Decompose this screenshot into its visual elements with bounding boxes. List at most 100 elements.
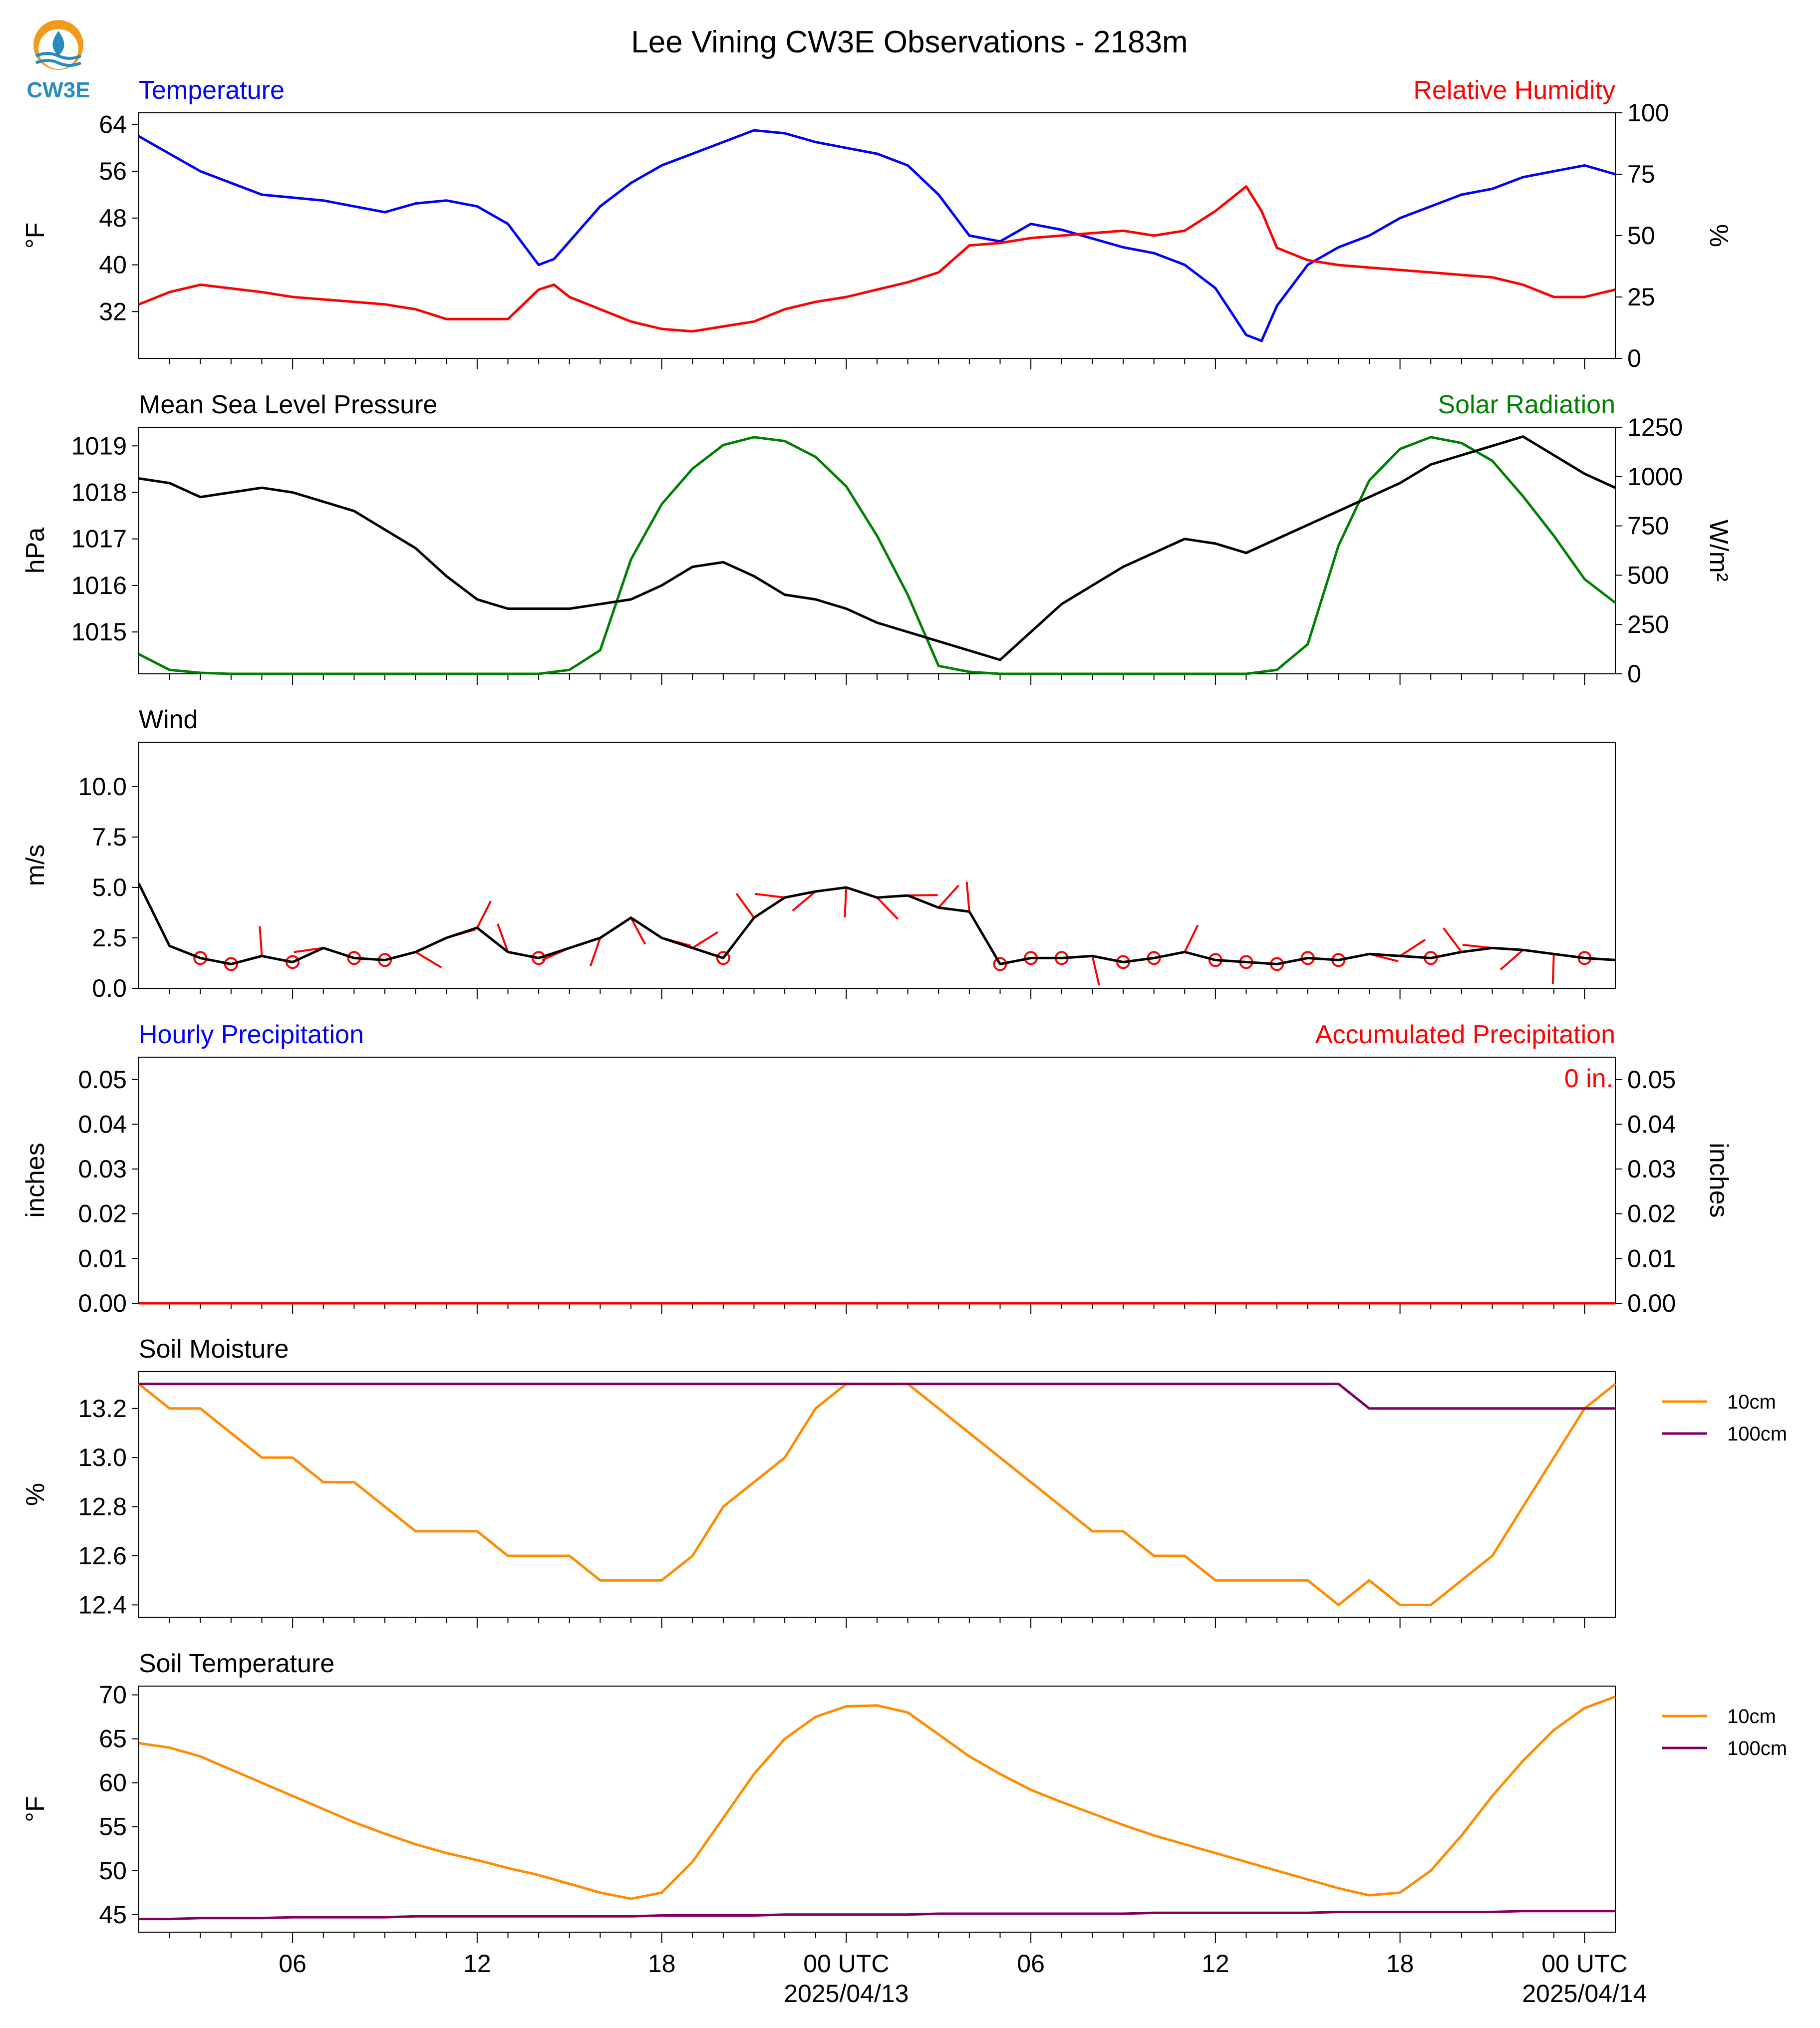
wind-barb — [415, 951, 442, 968]
y-tick-label: 12.6 — [78, 1542, 127, 1570]
y-right-tick-label: 0.03 — [1627, 1155, 1676, 1183]
y-right-tick-label: 100 — [1627, 99, 1669, 127]
y-tick-label: 1018 — [71, 478, 127, 506]
pressure-line — [138, 435, 1616, 661]
soil-100cm-line — [139, 1383, 1615, 1410]
plot-frame — [138, 1686, 1616, 1933]
y-axis-label: °F — [21, 1796, 50, 1822]
y-tick-label: 65 — [99, 1725, 127, 1753]
panel-title-right: Accumulated Precipitation — [1315, 1020, 1615, 1049]
wind-barb — [876, 896, 899, 920]
y-right-tick-label: 0.04 — [1627, 1110, 1676, 1138]
y-tick-label: 56 — [99, 157, 127, 185]
panel-4: 0.05 0.04 0.03 0.02 0.01 0.00 0.05 0.04 0.03 0.02… — [21, 1020, 1733, 1317]
x-tick-label: 18 — [1386, 1950, 1414, 1978]
y-right-tick-label: 50 — [1627, 222, 1655, 250]
y-tick-label: 10.0 — [78, 773, 127, 801]
panel-title-left: Soil Moisture — [139, 1335, 289, 1364]
y-axis-label: inches — [21, 1143, 50, 1217]
y-tick-label: 1019 — [71, 432, 127, 460]
wind-barb — [735, 892, 755, 918]
y-tick-label: 32 — [99, 297, 127, 325]
wind-barb — [692, 931, 719, 949]
y-right-tick-label: 25 — [1627, 283, 1655, 311]
y-tick-label: 2.5 — [92, 924, 127, 952]
wind-barb — [1091, 955, 1100, 986]
wind-barb — [844, 887, 848, 917]
legend-label-10cm: 10cm — [1727, 1706, 1776, 1728]
wind-barb — [1184, 924, 1199, 953]
wind-barb — [755, 892, 785, 899]
wind-barb — [1443, 927, 1463, 953]
y-right-tick-label: 75 — [1627, 160, 1655, 188]
soil-100cm-line — [139, 1910, 1615, 1921]
legend-label-10cm: 10cm — [1727, 1391, 1776, 1413]
y-right-tick-label: 750 — [1627, 512, 1669, 540]
x-tick-label: 00 UTC — [803, 1950, 889, 1978]
plot-frame — [138, 1057, 1616, 1304]
y-right-axis-label: W/m² — [1704, 520, 1733, 581]
plot-frame — [138, 742, 1616, 989]
y-tick-label: 12.4 — [78, 1591, 127, 1619]
panel-2: 1019 1018 1017 1016 1015 1250 1000 750 500 250 0 Me… — [21, 390, 1733, 688]
panel-title-right: Solar Radiation — [1438, 390, 1615, 419]
wind-barb — [1500, 949, 1524, 971]
wind-barb — [497, 923, 509, 952]
solar-line — [138, 436, 1616, 675]
wind-barb — [1551, 954, 1555, 984]
y-tick-label: 1016 — [71, 572, 127, 599]
y-right-tick-label: 1250 — [1627, 413, 1683, 441]
y-tick-label: 0.01 — [78, 1244, 127, 1272]
y-right-tick-label: 0 — [1627, 660, 1641, 688]
x-tick-label: 06 — [1017, 1950, 1045, 1978]
panel-title-left: Mean Sea Level Pressure — [139, 390, 437, 419]
panel-title-left: Temperature — [139, 76, 285, 105]
x-tick-label: 06 — [279, 1950, 306, 1978]
y-tick-label: 40 — [99, 251, 127, 279]
y-axis-label: m/s — [21, 845, 50, 886]
wind-barb — [1399, 938, 1426, 957]
y-tick-label: 48 — [99, 204, 127, 232]
y-right-axis-label: % — [1704, 224, 1733, 247]
y-tick-label: 13.0 — [78, 1444, 127, 1471]
figure-title: Lee Vining CW3E Observations - 2183m — [631, 25, 1188, 59]
cw3e-logo: CW3E — [26, 20, 90, 102]
y-right-tick-label: 0 — [1627, 344, 1641, 372]
y-tick-label: 0.0 — [92, 974, 127, 1002]
soil-10cm-line — [138, 1383, 1616, 1606]
panel-title-right: Relative Humidity — [1413, 76, 1615, 105]
y-tick-label: 13.2 — [78, 1395, 127, 1423]
y-tick-label: 5.0 — [92, 873, 127, 901]
legend-label-100cm: 100cm — [1727, 1738, 1787, 1759]
legend: 10cm 100cm — [1662, 1391, 1787, 1445]
y-tick-label: 50 — [99, 1857, 127, 1885]
logo-drop-icon — [52, 31, 64, 56]
x-tick-label: 12 — [1202, 1950, 1229, 1978]
y-tick-label: 70 — [99, 1681, 127, 1709]
accumulated-precip-value: 0 in. — [1564, 1064, 1613, 1093]
y-right-tick-label: 0.01 — [1627, 1244, 1676, 1272]
wind-barb — [965, 881, 970, 912]
wind-barb — [589, 937, 602, 967]
wind-speed-line — [137, 882, 1616, 965]
panel-title-left: Wind — [139, 705, 198, 734]
panel-title-left: Soil Temperature — [139, 1649, 334, 1678]
logo-text: CW3E — [26, 78, 90, 102]
wind-barb — [476, 900, 492, 928]
y-tick-label: 0.02 — [78, 1200, 127, 1228]
y-tick-label: 7.5 — [92, 823, 127, 851]
logo-wave-icon — [35, 52, 82, 60]
y-tick-label: 0.00 — [78, 1289, 127, 1317]
y-tick-label: 12.8 — [78, 1493, 127, 1521]
y-tick-label: 60 — [99, 1769, 127, 1797]
x-tick-label: 12 — [463, 1950, 491, 1978]
wind-barb — [259, 926, 263, 956]
panel-1: 64 56 48 40 32 100 75 50 25 0 Temperature Relative … — [21, 76, 1733, 372]
y-tick-label: 0.03 — [78, 1155, 127, 1183]
wind-barb — [792, 890, 817, 912]
y-tick-label: 55 — [99, 1813, 127, 1841]
wind-barb-calm — [716, 951, 730, 965]
x-tick-label: 18 — [648, 1950, 676, 1978]
